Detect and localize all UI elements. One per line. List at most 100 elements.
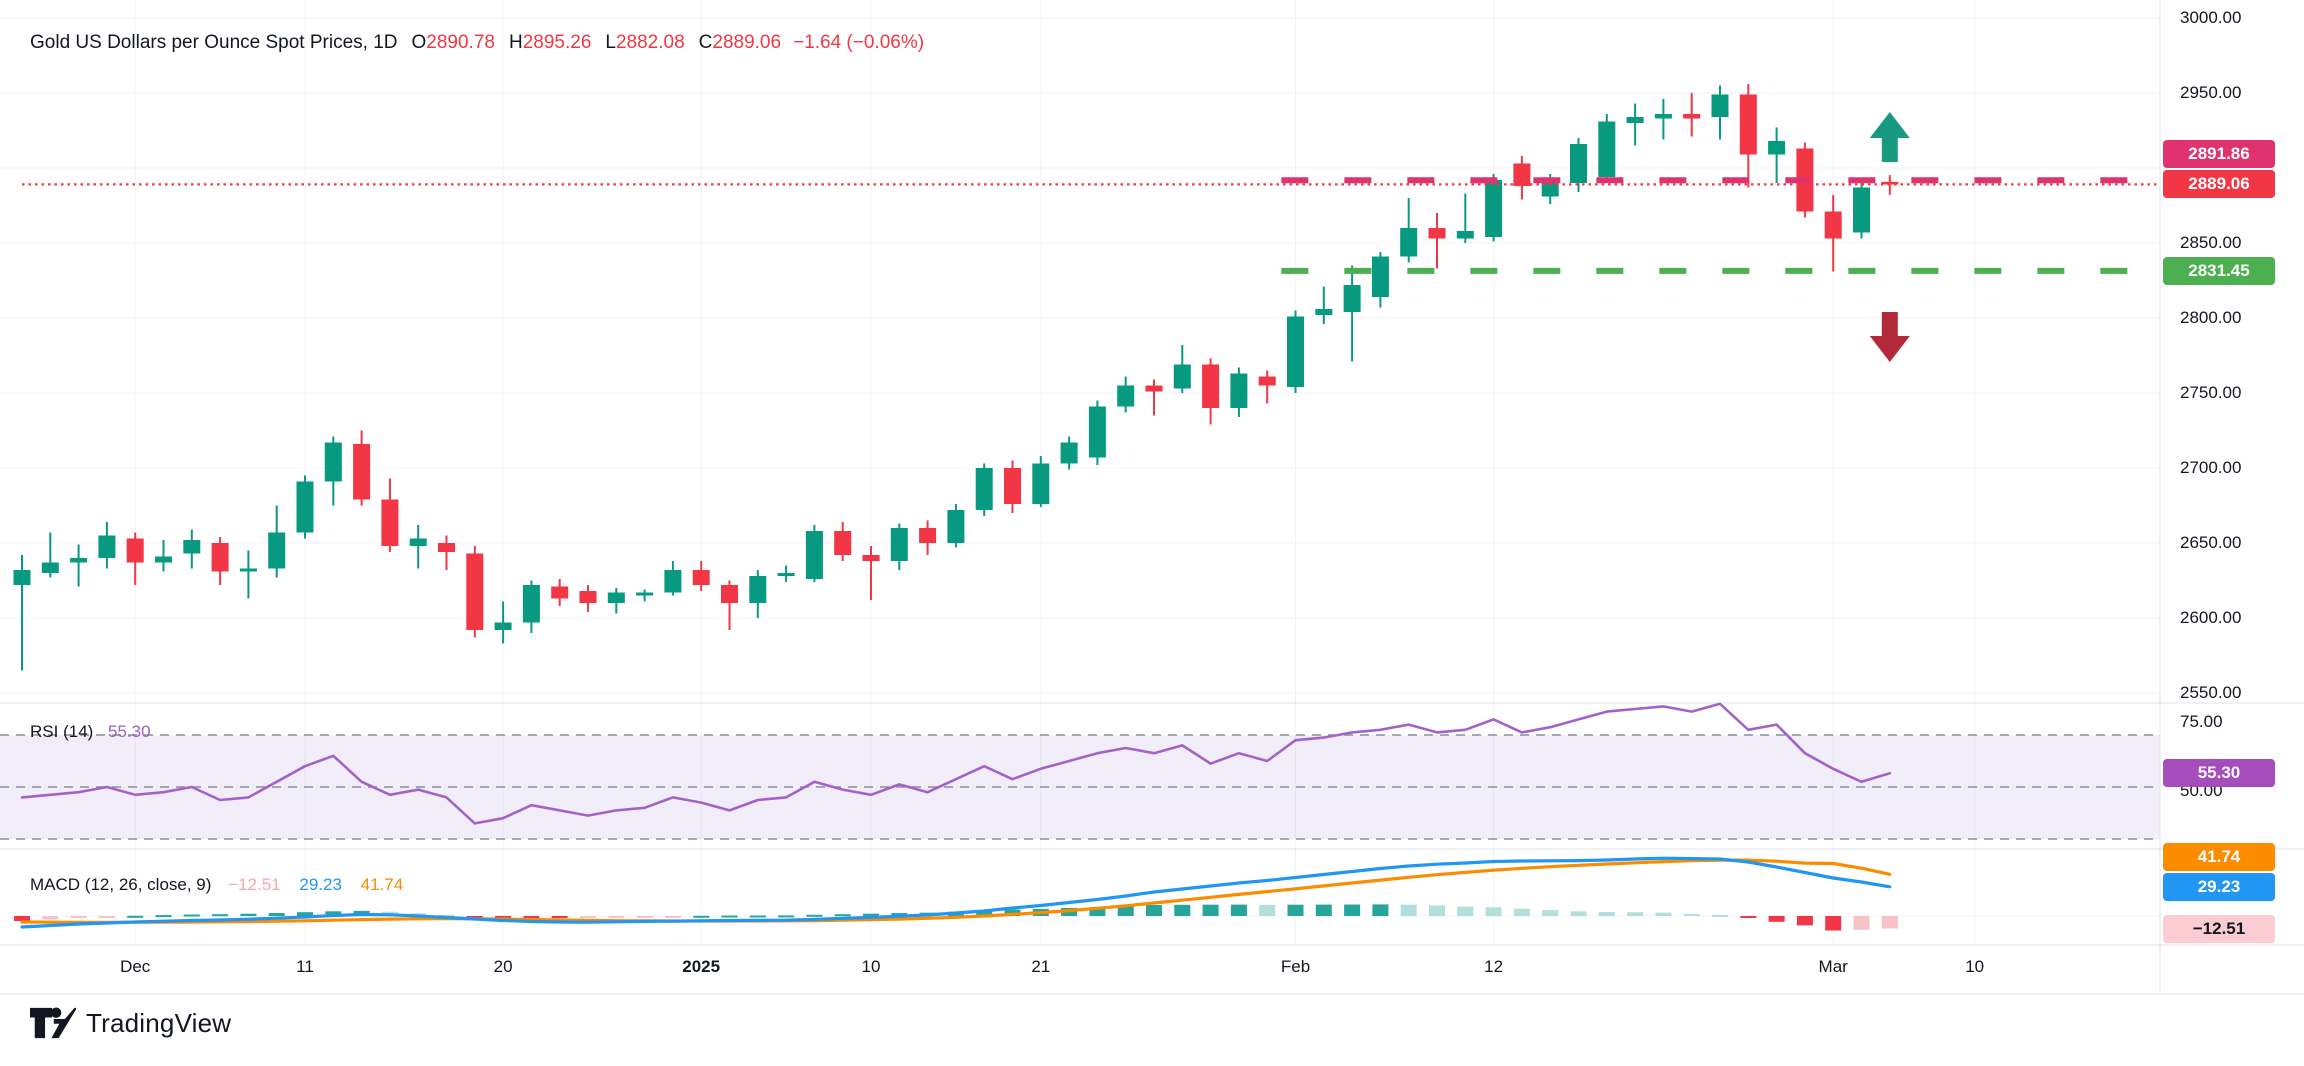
candle-body xyxy=(1371,256,1389,297)
macd-line-value: 29.23 xyxy=(299,875,342,894)
macd-histogram-bar xyxy=(1117,906,1134,916)
candle-body xyxy=(579,591,597,603)
tradingview-logo-icon xyxy=(30,1007,76,1039)
candle-body xyxy=(890,528,908,561)
macd-histogram-bar xyxy=(1513,908,1530,916)
candle-body xyxy=(296,481,314,533)
candle-body xyxy=(692,570,710,585)
rsi-tick-label: 75.00 xyxy=(2180,712,2223,731)
macd-histogram-bar xyxy=(1853,916,1870,930)
time-tick-label: 10 xyxy=(861,957,881,976)
candle-body xyxy=(183,540,201,554)
time-tick-label: 2025 xyxy=(682,957,721,976)
macd-histogram-bar xyxy=(834,914,851,917)
macd-histogram-bar xyxy=(1344,904,1361,916)
rsi-params: (14) xyxy=(63,722,94,741)
candle-body xyxy=(1230,373,1248,408)
macd-histogram-bar xyxy=(1768,916,1785,922)
time-tick-label: 12 xyxy=(1484,957,1504,976)
macd-histogram-bar xyxy=(863,913,879,916)
time-tick-label: 20 xyxy=(493,957,513,976)
macd-histogram-bar xyxy=(495,916,512,918)
price-tick-label: 2950.00 xyxy=(2180,83,2242,102)
candle-body xyxy=(409,538,427,546)
macd-histogram-bar xyxy=(1570,911,1587,916)
macd-histogram-bar xyxy=(1202,904,1219,916)
macd-legend[interactable]: MACD (12, 26, close, 9) −12.51 29.23 41.… xyxy=(30,875,403,895)
tradingview-logo[interactable]: TradingView xyxy=(30,1006,231,1040)
rsi-line xyxy=(20,702,1892,825)
macd-hist-badge: −12.51 xyxy=(2163,914,2275,943)
candle-body xyxy=(239,568,257,572)
arrow-down-stem[interactable] xyxy=(1881,312,1898,336)
candle-body xyxy=(98,535,116,558)
time-tick-label: Mar xyxy=(1818,957,1848,976)
rsi-legend[interactable]: RSI (14) 55.30 xyxy=(30,722,151,742)
macd-histogram-bar xyxy=(1400,904,1417,916)
candle-body xyxy=(1343,285,1361,312)
macd-histogram-bar xyxy=(1174,904,1191,916)
close-label: C xyxy=(698,32,713,53)
candle-body xyxy=(1683,114,1701,119)
candle-body xyxy=(1202,364,1220,408)
arrow-down-icon[interactable] xyxy=(1869,336,1910,362)
arrow-up-icon[interactable] xyxy=(1869,112,1910,138)
price-tick-label: 2600.00 xyxy=(2180,608,2242,627)
candle-body xyxy=(862,555,880,561)
macd-histogram-bar xyxy=(70,916,87,918)
macd-histogram-bar xyxy=(183,914,200,917)
price-tick-label: 2850.00 xyxy=(2180,233,2242,252)
macd-histogram-bar xyxy=(806,914,823,917)
candle-body xyxy=(551,586,569,599)
high-label: H xyxy=(508,32,523,53)
macd-histogram-bar xyxy=(636,916,653,918)
high-value: 2895.26 xyxy=(522,32,592,53)
macd-histogram-bar xyxy=(1315,904,1332,916)
time-scale[interactable] xyxy=(0,945,2304,994)
macd-histogram-bar xyxy=(1683,913,1700,916)
candle-body xyxy=(607,592,625,603)
arrow-up-stem[interactable] xyxy=(1881,138,1898,162)
macd-signal-badge: 41.74 xyxy=(2163,842,2275,871)
macd-histogram-bar xyxy=(98,916,115,918)
open-label: O xyxy=(411,32,427,53)
rsi-name: RSI xyxy=(30,722,59,741)
candle-body xyxy=(1824,211,1842,239)
candle-body xyxy=(1598,121,1616,177)
time-tick-label: Dec xyxy=(120,957,151,976)
candle-body xyxy=(1711,94,1729,117)
candle-body xyxy=(1456,231,1474,239)
candle-body xyxy=(749,576,767,603)
macd-histogram-bar xyxy=(127,915,144,918)
macd-histogram-bar xyxy=(551,916,568,918)
candle-body xyxy=(1541,180,1559,197)
macd-histogram-bar xyxy=(976,911,993,916)
macd-histogram-bar xyxy=(1598,912,1615,916)
macd-histogram-bar xyxy=(1146,905,1162,916)
candle-body xyxy=(1032,463,1050,504)
time-tick-label: Feb xyxy=(1280,957,1311,976)
symbol-legend[interactable]: Gold US Dollars per Ounce Spot Prices, 1… xyxy=(30,32,924,54)
macd-line xyxy=(20,856,1892,929)
macd-histogram-bar xyxy=(42,916,59,920)
macd-histogram-bar xyxy=(664,916,681,918)
macd-histogram-bar xyxy=(891,913,908,916)
macd-histogram-bar xyxy=(1089,907,1106,916)
macd-histogram-bar xyxy=(1485,907,1502,916)
candle-body xyxy=(494,622,512,630)
macd-histogram-bar xyxy=(1712,914,1728,917)
macd-hist-value: −12.51 xyxy=(228,875,281,894)
low-value: 2882.08 xyxy=(615,32,685,53)
macd-histogram-bar xyxy=(1259,904,1276,916)
macd-histogram-bar xyxy=(438,914,455,917)
candle-body xyxy=(636,592,654,596)
candle-body xyxy=(155,556,172,563)
candle-body xyxy=(777,573,795,576)
candle-body xyxy=(1287,316,1304,387)
candle-body xyxy=(13,570,31,585)
price-level-badge: 2891.86 xyxy=(2163,140,2275,169)
macd-histogram-bar xyxy=(325,911,342,916)
macd-histogram-bar xyxy=(693,915,710,918)
